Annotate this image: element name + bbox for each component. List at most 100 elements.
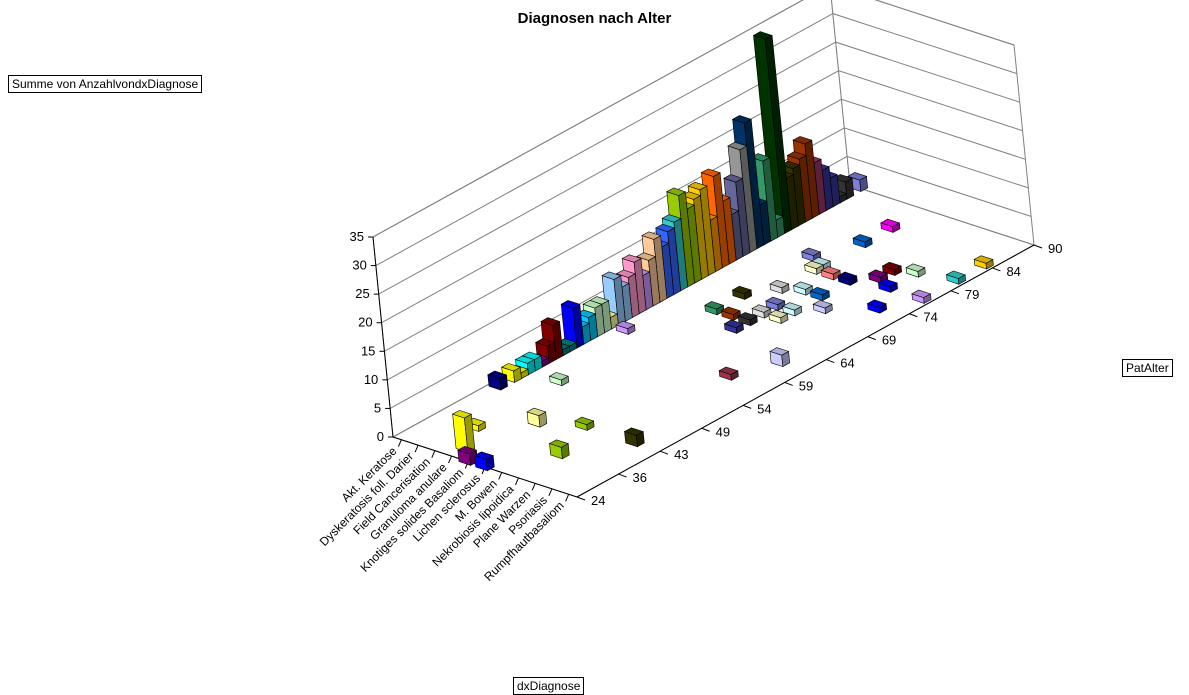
bar-face (621, 254, 642, 263)
bar (945, 270, 967, 285)
age-tick-label: 49 (716, 424, 730, 439)
series-field-button[interactable]: PatAlter (1122, 359, 1173, 377)
bar (812, 300, 833, 315)
bar-face (945, 270, 966, 279)
bar-face (635, 252, 657, 261)
bar-face (905, 263, 926, 272)
bar-face (661, 214, 682, 223)
data-field-button[interactable]: Summe von AnzahlvondxDiagnose (8, 75, 203, 93)
bar (623, 427, 645, 448)
bar (704, 301, 725, 316)
bar-face (723, 319, 744, 328)
bar (792, 281, 814, 296)
bar-face (820, 266, 841, 275)
bar-face (548, 439, 569, 448)
bar (723, 319, 744, 334)
bar-face (751, 304, 772, 313)
age-tick-mark (701, 427, 710, 432)
gridline (384, 98, 1026, 352)
bar-face (457, 445, 478, 455)
category-tick-mark (531, 483, 536, 491)
bar (881, 261, 903, 276)
category-tick-mark (498, 472, 503, 480)
bar-face (500, 363, 522, 372)
bar-face (780, 160, 801, 170)
bar-face (574, 416, 595, 426)
bar-face (877, 278, 898, 288)
bar-face (768, 309, 789, 319)
bar (615, 320, 636, 335)
gridline (372, 0, 1015, 238)
bar-face (881, 261, 902, 271)
age-tick-label: 43 (674, 447, 688, 462)
bar-face (700, 168, 721, 177)
bar (548, 439, 570, 460)
bar-face (731, 285, 752, 295)
bar-face (687, 181, 708, 191)
bar-face (615, 320, 636, 330)
age-tick-mark (992, 267, 1001, 272)
y-tick-label: 30 (352, 258, 366, 273)
bar (574, 416, 595, 431)
age-tick-mark (867, 336, 876, 341)
bar (877, 278, 898, 293)
gridline (378, 41, 1020, 295)
age-tick-mark (909, 313, 918, 318)
bar-face (723, 174, 744, 183)
bar (837, 271, 858, 286)
bar (560, 300, 585, 349)
gridline (381, 70, 1023, 324)
bar-face (727, 141, 748, 151)
bar-face (623, 427, 644, 436)
bar-face (737, 312, 758, 321)
age-tick-label: 59 (799, 378, 813, 393)
bar (487, 370, 508, 391)
bar-face (973, 255, 994, 264)
bar-face (867, 269, 889, 278)
bar-face (750, 153, 771, 162)
bar-face (786, 151, 807, 160)
bar (880, 218, 901, 233)
bar-face (514, 355, 535, 364)
bar (973, 255, 994, 270)
age-tick-mark (784, 381, 793, 386)
gridline (387, 127, 1029, 381)
age-tick-label: 54 (757, 401, 771, 416)
bar-face (720, 306, 741, 315)
bar (718, 366, 739, 381)
bar (852, 234, 873, 249)
bar-face (769, 347, 790, 356)
bar-face (866, 299, 887, 308)
bar (473, 451, 495, 472)
age-tick-mark (826, 359, 835, 364)
bar-face (809, 286, 830, 296)
age-tick-label: 74 (923, 310, 937, 325)
bar (809, 286, 830, 302)
bar-face (752, 31, 773, 40)
bar (820, 266, 841, 281)
bar (781, 302, 803, 317)
age-tick-label: 69 (882, 333, 896, 348)
age-tick-mark (743, 404, 752, 409)
age-tick-label: 64 (840, 356, 854, 371)
bar-face (731, 115, 752, 124)
y-tick-label: 20 (358, 315, 372, 330)
y-tick-label: 10 (364, 372, 378, 387)
bar-face (880, 218, 901, 228)
category-tick-mark (431, 450, 436, 458)
age-tick-label: 24 (591, 493, 605, 508)
bar-face (582, 300, 603, 309)
bar-face (548, 372, 569, 381)
bar-face (704, 301, 725, 310)
bar-face (800, 247, 822, 256)
bar-face (473, 451, 494, 460)
bar-face (847, 172, 868, 181)
bar (451, 410, 476, 453)
y-tick-label: 5 (374, 400, 381, 415)
age-tick-mark (1033, 244, 1043, 249)
bar-face (769, 279, 790, 289)
bar-face (666, 187, 687, 196)
bar (765, 296, 786, 311)
bar-face (718, 366, 739, 375)
